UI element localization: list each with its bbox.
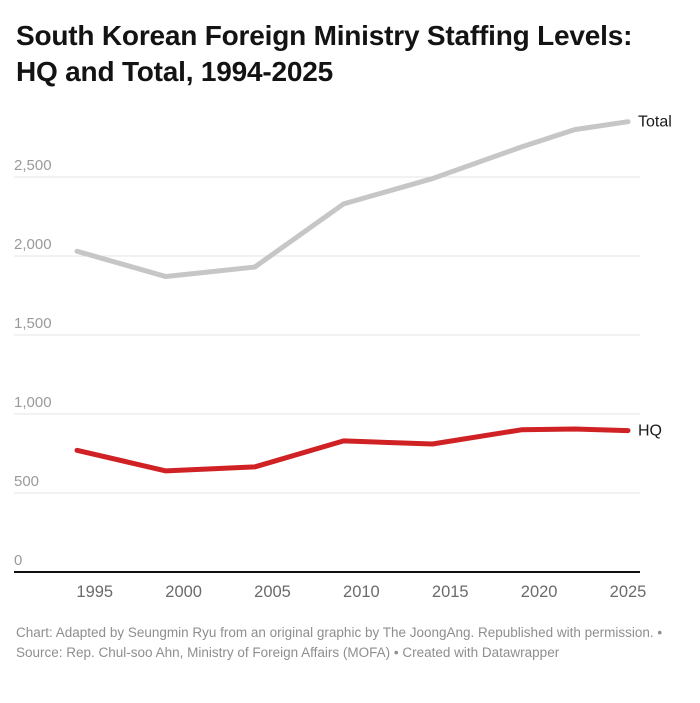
series-label-total: Total xyxy=(638,114,672,131)
x-axis-label: 2010 xyxy=(343,583,380,601)
chart-caption: Chart: Adapted by Seungmin Ryu from an o… xyxy=(16,625,663,661)
y-axis-label: 1,500 xyxy=(14,315,52,332)
y-axis-label: 500 xyxy=(14,473,39,490)
y-axis-label: 2,000 xyxy=(14,236,52,253)
y-axis-label: 0 xyxy=(14,552,22,569)
y-axis-label: 1,000 xyxy=(14,394,52,411)
x-axis-label: 1995 xyxy=(76,583,113,601)
chart-title: South Korean Foreign Ministry Staffing L… xyxy=(16,20,633,87)
x-axis-label: 2015 xyxy=(432,583,469,601)
y-axis-label: 2,500 xyxy=(14,157,52,174)
x-axis-label: 2005 xyxy=(254,583,291,601)
series-line-hq xyxy=(74,426,631,474)
line-chart: 0 500 1,000 1,500 2,000 2,500 1995 2000 2005 2010… xyxy=(14,114,672,601)
series-label-hq: HQ xyxy=(638,423,662,440)
x-axis-label: 2000 xyxy=(165,583,202,601)
x-axis-label: 2025 xyxy=(610,583,647,601)
series-line-total xyxy=(74,119,631,280)
x-axis-label: 2020 xyxy=(521,583,558,601)
